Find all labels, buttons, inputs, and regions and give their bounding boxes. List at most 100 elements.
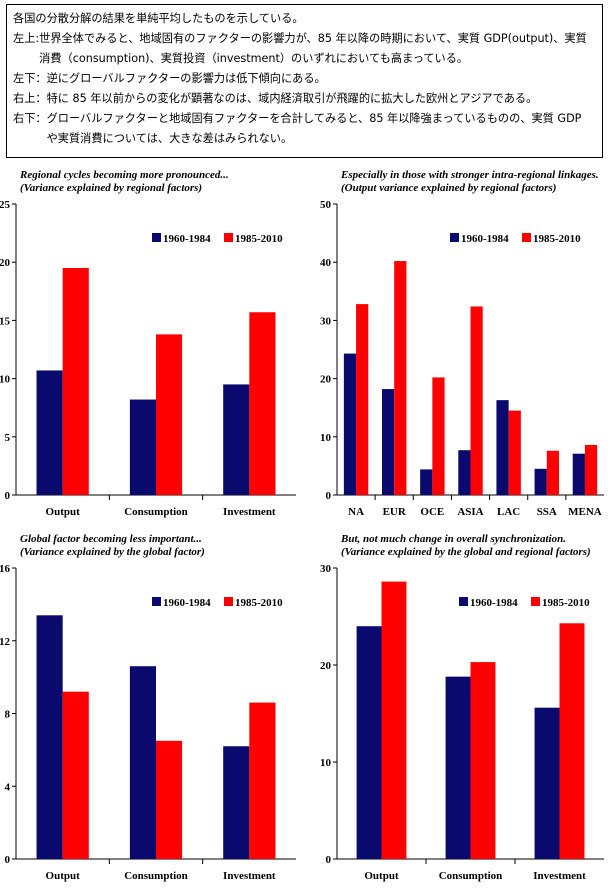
chart-title: Regional cycles becoming more pronounced… (19, 169, 229, 181)
x-tick-label: LAC (497, 506, 520, 518)
chart-title: But, not much change in overall synchron… (340, 533, 566, 545)
note-text: 特に 85 年以前からの変化が顕著なのは、域内経済取引が飛躍的に拡大した欧州とア… (46, 92, 538, 105)
bar-1985-2010-oce (432, 377, 445, 495)
x-tick-label: Consumption (439, 870, 503, 882)
chart-subtitle: (Output variance explained by regional f… (341, 182, 556, 194)
note-key: 左下 (13, 72, 36, 85)
bar-1985-2010-investment (249, 702, 276, 859)
note-separator: ： (35, 92, 47, 105)
x-tick-label: EUR (383, 506, 407, 518)
bar-1960-1984-investment (223, 384, 250, 495)
note-key: 左上 (13, 32, 36, 45)
y-tick-label: 10 (320, 757, 332, 769)
bar-1960-1984-output (36, 370, 63, 495)
y-tick-label: 0 (5, 490, 11, 502)
note-item-bottom-right: 右下：グローバルファクターと地域固有ファクターを合計してみると、85 年以降強ま… (13, 109, 596, 149)
note-separator: : (35, 32, 40, 45)
bar-1960-1984-asia (458, 450, 471, 495)
x-tick-label: Consumption (124, 870, 188, 882)
note-item-bottom-left: 左下：逆にグローバルファクターの影響力は低下傾向にある。 (13, 69, 596, 89)
bar-1985-2010-consumption (470, 662, 496, 859)
chart-title: Especially in those with stronger intra-… (340, 169, 599, 181)
bar-1960-1984-consumption (129, 666, 156, 859)
bar-1985-2010-mena (584, 444, 598, 495)
bar-1960-1984-mena (572, 453, 585, 495)
y-tick-label: 10 (0, 374, 11, 386)
legend-label: 1985-2010 (235, 233, 283, 245)
bar-1960-1984-consumption (129, 399, 156, 495)
bar-1960-1984-output (36, 615, 63, 859)
bar-1985-2010-consumption (156, 740, 183, 859)
x-tick-label: Output (364, 870, 399, 882)
y-tick-label: 40 (320, 257, 332, 269)
y-tick-label: 15 (0, 315, 11, 327)
legend-label: 1985-2010 (235, 597, 283, 609)
x-tick-label: SSA (537, 506, 557, 518)
bar-1985-2010-output (62, 691, 89, 859)
legend-swatch (531, 597, 540, 606)
legend-swatch (152, 597, 161, 606)
chart-regional-factors: Regional cycles becoming more pronounced… (0, 169, 296, 518)
notes-box: 各国の分散分解の結果を単純平均したものを示している。 左上: 世界全体でみると、地… (6, 4, 603, 158)
legend-swatch (450, 233, 459, 242)
x-tick-label: Investment (223, 506, 276, 518)
chart-title: Global factor becoming less important... (20, 533, 202, 545)
legend-swatch (152, 233, 161, 242)
note-item-top-left: 左上: 世界全体でみると、地域固有のファクターの影響力が、85 年以降の時期におい… (13, 29, 596, 69)
chart-output-by-region: Especially in those with stronger intra-… (320, 169, 604, 518)
legend-label: 1985-2010 (542, 597, 590, 609)
y-tick-label: 0 (326, 490, 332, 502)
bar-1985-2010-output (62, 268, 89, 495)
x-tick-label: Investment (223, 870, 276, 882)
y-tick-label: 25 (0, 199, 11, 211)
notes-intro: 各国の分散分解の結果を単純平均したものを示している。 (13, 12, 304, 25)
bar-1985-2010-investment (559, 623, 585, 859)
x-tick-label: ASIA (457, 506, 483, 518)
y-tick-label: 4 (5, 781, 11, 793)
y-tick-label: 20 (320, 660, 332, 672)
chart-overall-synchronization: But, not much change in overall synchron… (320, 533, 604, 882)
y-tick-label: 5 (5, 432, 11, 444)
y-tick-label: 20 (320, 374, 332, 386)
bar-1960-1984-lac (496, 400, 509, 495)
bar-1985-2010-asia (470, 306, 483, 495)
bar-1960-1984-oce (420, 469, 433, 495)
y-tick-label: 0 (5, 854, 11, 866)
y-tick-label: 30 (320, 563, 332, 575)
x-tick-label: NA (348, 506, 364, 518)
legend-label: 1985-2010 (533, 233, 581, 245)
note-separator: ： (35, 112, 47, 125)
note-key: 右下 (13, 112, 36, 125)
x-tick-label: Investment (533, 870, 586, 882)
bar-1985-2010-lac (508, 410, 521, 495)
y-tick-label: 8 (5, 709, 11, 721)
bar-1985-2010-consumption (156, 334, 183, 495)
legend-label: 1960-1984 (470, 597, 518, 609)
bar-1985-2010-output (381, 581, 407, 859)
chart-subtitle: (Variance explained by regional factors) (20, 182, 202, 194)
bar-1960-1984-na (343, 353, 357, 495)
legend-label: 1960-1984 (461, 233, 509, 245)
bar-1985-2010-na (356, 304, 369, 495)
x-tick-label: Output (46, 870, 81, 882)
x-tick-label: OCE (420, 506, 444, 518)
bar-1985-2010-ssa (546, 450, 559, 495)
legend-label: 1960-1984 (163, 233, 211, 245)
chart-global-factor: Global factor becoming less important...… (0, 533, 296, 882)
y-tick-label: 20 (0, 257, 11, 269)
bar-1985-2010-eur (394, 261, 407, 495)
chart-subtitle: (Variance explained by the global factor… (20, 546, 205, 558)
bar-1960-1984-investment (534, 707, 560, 859)
bar-1960-1984-ssa (534, 468, 547, 495)
x-tick-label: Consumption (124, 506, 188, 518)
note-item-top-right: 右上：特に 85 年以前からの変化が顕著なのは、域内経済取引が飛躍的に拡大した欧… (13, 89, 596, 109)
y-tick-label: 0 (326, 854, 332, 866)
bar-1985-2010-investment (249, 312, 276, 495)
chart-subtitle: (Variance explained by the global and re… (341, 546, 591, 558)
x-tick-label: Output (46, 506, 81, 518)
y-tick-label: 10 (320, 432, 332, 444)
note-key: 右上 (13, 92, 36, 105)
bar-1960-1984-output (356, 626, 382, 859)
x-tick-label: MENA (568, 506, 602, 518)
bar-1960-1984-investment (223, 746, 250, 859)
